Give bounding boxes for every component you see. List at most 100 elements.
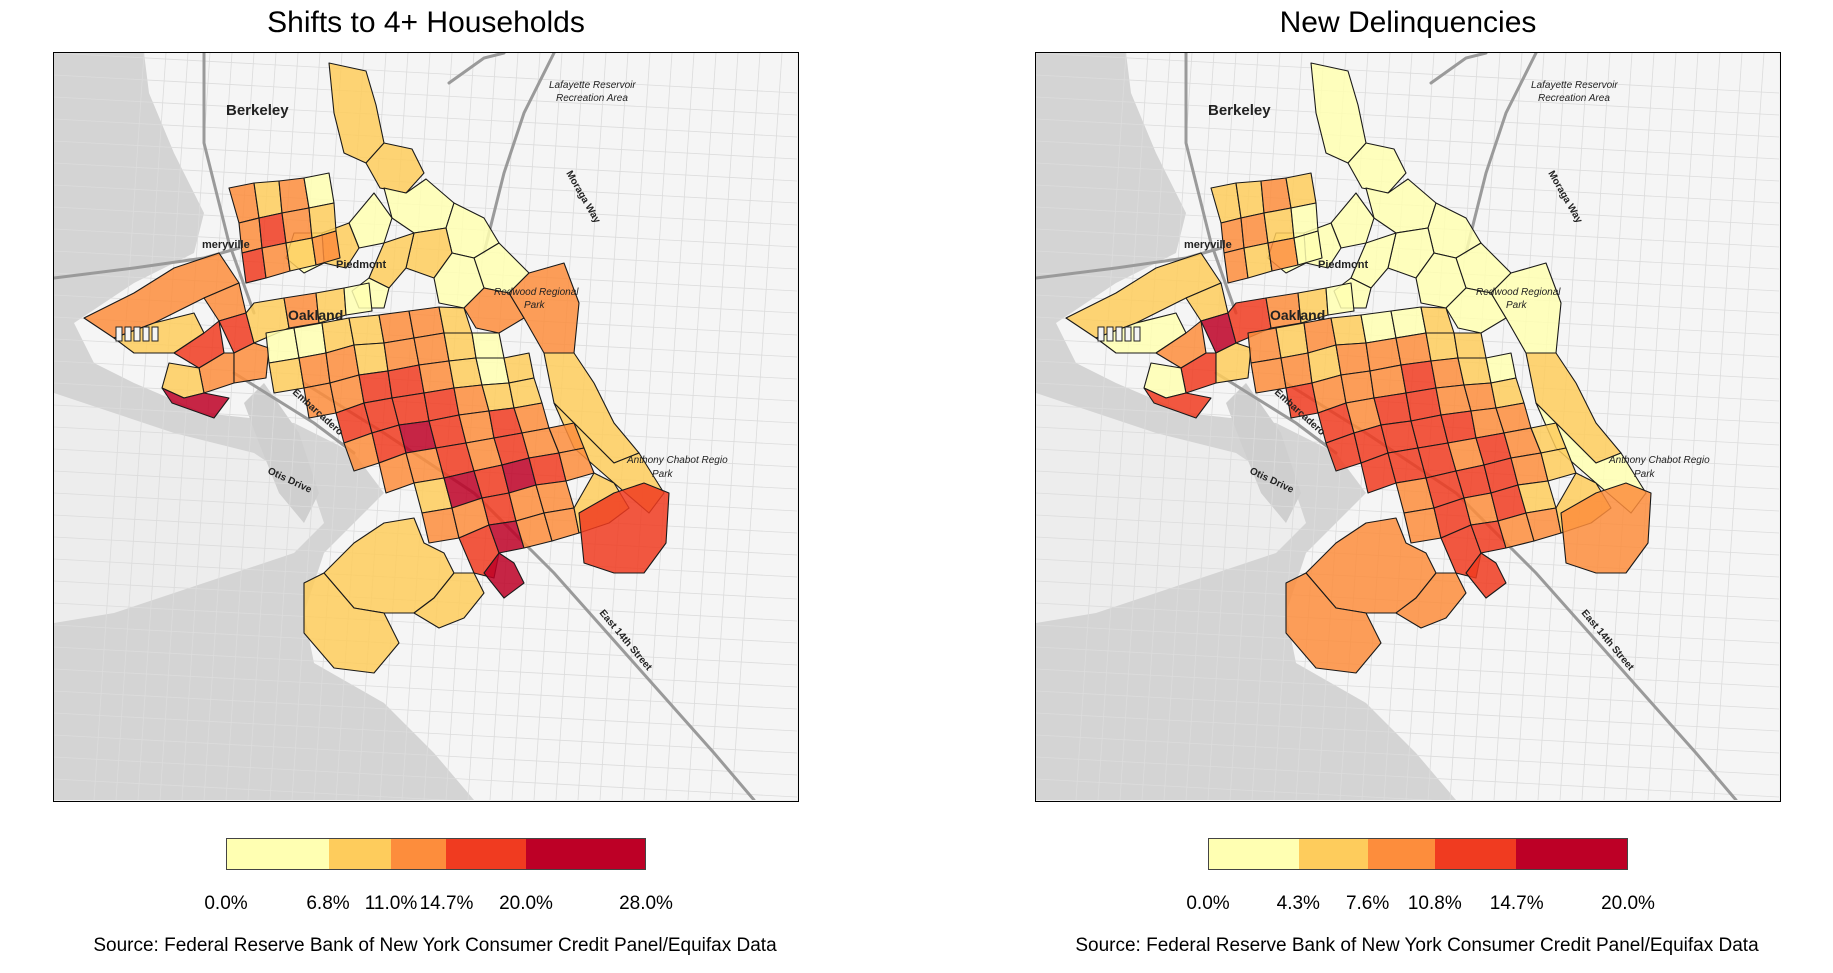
basemap-label-redwood: Redwood Regional [494, 287, 579, 298]
map-svg: Berkeley meryville Piedmont Oakland Lafayett… [54, 53, 797, 800]
census-tract[interactable] [233, 342, 270, 384]
choropleth-map[interactable]: Berkeley meryville Piedmont Oakland Lafayett… [1035, 52, 1781, 802]
census-tract[interactable] [413, 332, 450, 366]
census-tract[interactable] [298, 352, 331, 389]
census-tract[interactable] [1263, 207, 1295, 244]
census-tract[interactable] [1395, 572, 1467, 629]
basemap-label-piedmont: Piedmont [336, 259, 386, 271]
census-tract[interactable] [1293, 230, 1323, 266]
legend-tick-label: 20.0% [1601, 893, 1655, 914]
census-tract[interactable] [348, 192, 393, 249]
census-tract[interactable] [475, 357, 510, 386]
census-tract[interactable] [253, 180, 283, 219]
census-tract[interactable] [578, 482, 670, 574]
census-tract[interactable] [1395, 332, 1432, 366]
basemap-label-piedmont: Piedmont [1318, 259, 1368, 271]
census-tract[interactable] [265, 327, 300, 364]
census-tract[interactable] [1240, 212, 1269, 249]
census-tract[interactable] [1335, 342, 1371, 376]
legend-swatch [328, 839, 392, 869]
basemap-label-lafayette: Lafayette Reservoir [549, 80, 636, 91]
census-tract[interactable] [285, 237, 317, 272]
census-tract[interactable] [1285, 572, 1382, 674]
map-panel-shifts: Shifts to 4+ Households Berkeley meryvill… [0, 0, 900, 973]
legend-tick-label: 0.0% [204, 893, 248, 914]
census-tract[interactable] [1247, 327, 1282, 364]
census-tract[interactable] [348, 314, 385, 346]
census-tract[interactable] [1330, 192, 1375, 249]
census-tract[interactable] [483, 552, 525, 599]
census-tract[interactable] [418, 360, 455, 394]
census-tract[interactable] [1369, 364, 1407, 399]
census-tract[interactable] [358, 370, 393, 404]
census-tract[interactable] [1215, 342, 1252, 384]
legend-tick-label: 4.3% [1276, 893, 1320, 914]
basemap-label-cabot: Anthony Chabot Regio [1608, 455, 1710, 466]
census-tract[interactable] [311, 230, 341, 266]
choropleth-map[interactable]: Berkeley meryville Piedmont Oakland Lafayett… [53, 52, 799, 802]
census-tract[interactable] [1560, 482, 1652, 574]
census-tract[interactable] [1400, 360, 1437, 394]
census-tract[interactable] [1360, 310, 1397, 344]
census-tract[interactable] [1155, 320, 1207, 369]
census-tract[interactable] [1453, 332, 1487, 359]
basemap-label-cabot: Anthony Chabot Regio [626, 455, 728, 466]
census-tract[interactable] [1440, 410, 1477, 444]
census-tract[interactable] [508, 262, 580, 354]
legend-swatch [1516, 839, 1627, 869]
census-tract[interactable] [1425, 332, 1459, 362]
census-tract[interactable] [413, 572, 485, 629]
census-tract[interactable] [1285, 172, 1317, 209]
estuary-water [244, 383, 319, 523]
census-tract[interactable] [1325, 282, 1355, 316]
census-tract[interactable] [1275, 322, 1309, 359]
census-tract[interactable] [261, 242, 291, 279]
pier-outlines [115, 326, 159, 342]
basemap-label-berkeley: Berkeley [1208, 102, 1271, 119]
census-tract[interactable] [387, 364, 425, 399]
census-tract[interactable] [173, 320, 225, 369]
census-tract[interactable] [161, 387, 230, 419]
census-tracts [83, 62, 670, 674]
census-tract[interactable] [1243, 242, 1273, 279]
census-tract[interactable] [303, 172, 335, 209]
census-tract[interactable] [293, 322, 327, 359]
census-tract[interactable] [1465, 552, 1507, 599]
legend-swatch [1434, 839, 1517, 869]
legend-tick-label: 28.0% [619, 893, 673, 914]
land-alameda [1036, 393, 1306, 623]
census-tract[interactable] [1340, 370, 1375, 404]
legend-tick-label: 7.6% [1345, 893, 1390, 914]
census-tract[interactable] [1347, 142, 1407, 194]
census-tract[interactable] [353, 342, 389, 376]
census-tract[interactable] [378, 310, 415, 344]
census-tract[interactable] [281, 207, 313, 244]
basemap-label-cabot2: Park [1634, 469, 1656, 480]
census-tract[interactable] [1280, 352, 1313, 389]
source-note: Source: Federal Reserve Bank of New York… [1075, 935, 1759, 956]
census-tract[interactable] [343, 282, 373, 316]
census-tract[interactable] [1373, 392, 1412, 426]
legend-swatch [227, 839, 329, 869]
census-tract[interactable] [443, 332, 477, 362]
census-tract[interactable] [365, 142, 425, 194]
census-tract[interactable] [471, 332, 505, 359]
census-tract[interactable] [1350, 232, 1397, 289]
census-tract[interactable] [1457, 357, 1492, 386]
map-panel-delinquencies: New Delinquencies Berkeley meryville Piedm… [982, 0, 1833, 973]
census-tract[interactable] [1235, 180, 1265, 219]
census-tract[interactable] [258, 212, 287, 249]
basemap-label-redwood2: Park [1506, 300, 1528, 311]
census-tract[interactable] [303, 572, 400, 674]
estuary-water [1226, 383, 1301, 523]
census-tract[interactable] [368, 232, 415, 289]
census-tract[interactable] [458, 410, 495, 444]
census-tract[interactable] [1490, 262, 1562, 354]
census-tract[interactable] [1267, 237, 1299, 272]
legend-tick-label: 14.7% [419, 893, 474, 914]
census-tract[interactable] [391, 392, 430, 426]
legend-swatch [391, 839, 447, 869]
census-tract[interactable] [1330, 314, 1367, 346]
census-tract[interactable] [1143, 387, 1212, 419]
basemap-label-emeryville: meryville [202, 239, 250, 251]
